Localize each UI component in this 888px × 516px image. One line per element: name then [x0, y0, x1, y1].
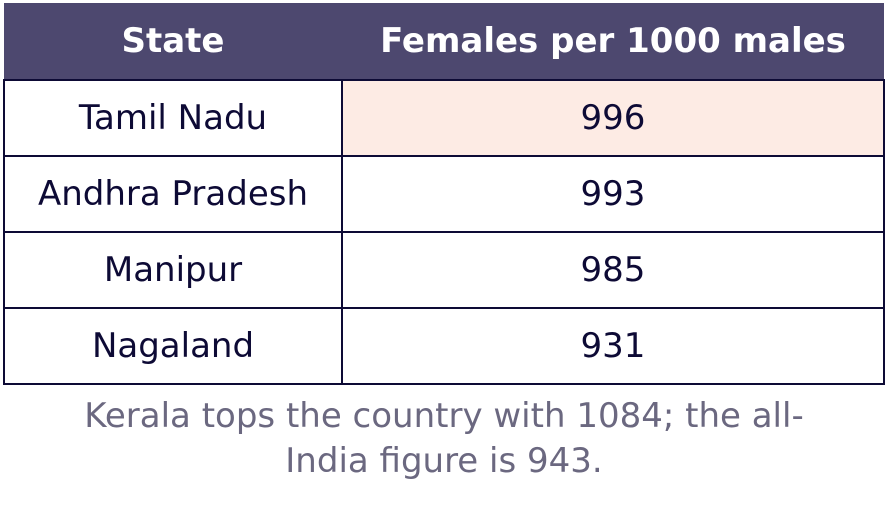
table-cell: 985	[341, 231, 885, 309]
table-cell: Andhra Pradesh	[3, 155, 343, 233]
table-cell: Nagaland	[3, 307, 343, 385]
header-cell: Females per 1000 males	[342, 3, 884, 80]
table-row: Andhra Pradesh 993	[3, 155, 885, 233]
table-cell: 993	[341, 155, 885, 233]
table-cell: 931	[341, 307, 885, 385]
table: State Females per 1000 males Tamil Nadu 99…	[3, 3, 885, 385]
caption: Kerala tops the country with 1084; the a…	[84, 396, 804, 481]
table-cell: Manipur	[3, 231, 343, 309]
header-cell: State	[4, 3, 342, 80]
table-row: Manipur 985	[3, 231, 885, 309]
table-row: Nagaland 931	[3, 307, 885, 385]
header-row: State Females per 1000 males	[4, 3, 884, 80]
table-cell: 996	[341, 79, 885, 157]
table-row: Tamil Nadu 996	[3, 79, 885, 157]
table-cell: Tamil Nadu	[3, 79, 343, 157]
